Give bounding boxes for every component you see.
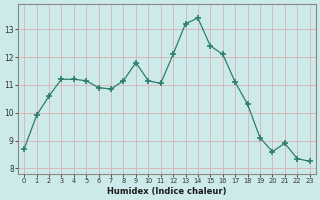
X-axis label: Humidex (Indice chaleur): Humidex (Indice chaleur) (107, 187, 227, 196)
